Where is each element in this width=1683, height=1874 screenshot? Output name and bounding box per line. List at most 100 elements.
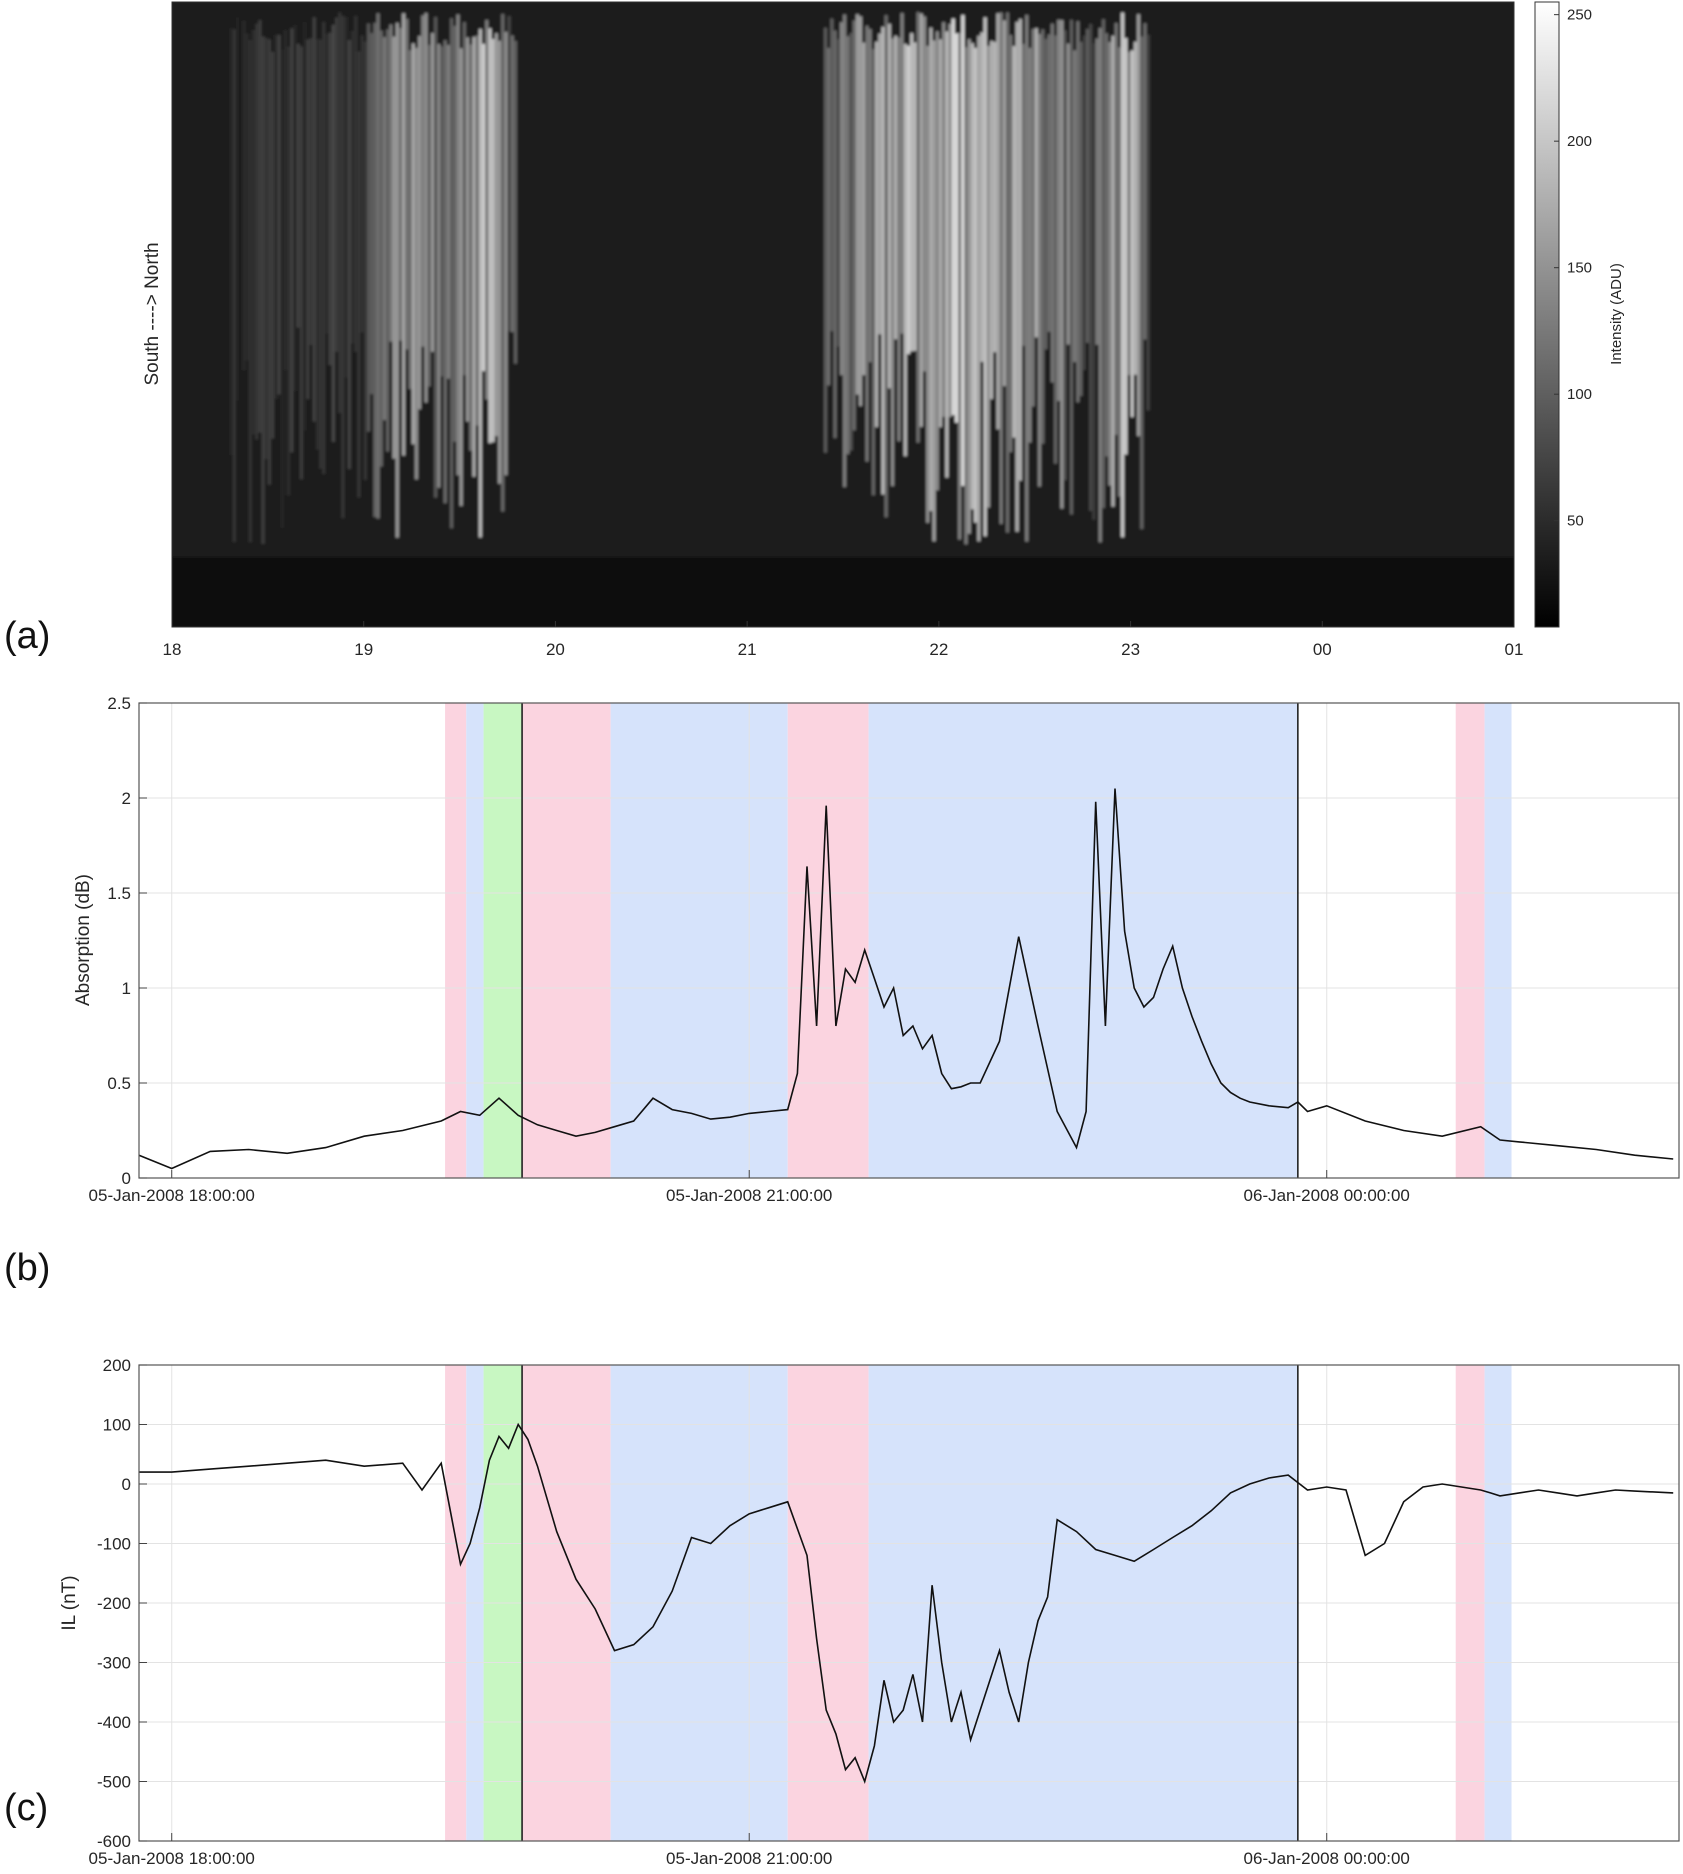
keogram-column	[187, 2, 192, 627]
keogram-column	[181, 2, 186, 627]
keogram-column	[568, 2, 573, 627]
keogram-column	[609, 2, 614, 627]
keogram-column	[552, 2, 557, 627]
panel-label-b: (b)	[4, 1247, 50, 1289]
keogram-aurora-column	[232, 29, 237, 542]
keogram-aurora-column	[497, 40, 502, 484]
keogram-column	[1165, 2, 1170, 627]
keogram-aurora-column	[389, 24, 394, 342]
keogram-aurora-column	[926, 45, 930, 523]
keogram-column	[1446, 2, 1451, 627]
keogram-column	[1309, 2, 1314, 627]
keogram-aurora-column	[315, 39, 320, 450]
keogram-aurora-column	[986, 45, 991, 508]
keogram-aurora-column	[1028, 47, 1033, 443]
keogram-column	[775, 2, 780, 627]
keogram-column	[213, 2, 218, 627]
keogram-column	[549, 2, 553, 627]
keogram-column	[1258, 2, 1263, 627]
keogram-column	[1296, 2, 1301, 627]
keogram-aurora-column	[347, 40, 352, 470]
keogram-column	[696, 2, 700, 627]
keogram-aurora-column	[370, 33, 374, 395]
keogram-aurora-column	[951, 18, 956, 416]
y-tick-label: -200	[97, 1594, 131, 1613]
shaded-interval-blue	[1484, 703, 1512, 1178]
keogram-aurora-column	[245, 33, 250, 361]
keogram-column	[1507, 2, 1512, 627]
keogram-column	[692, 2, 697, 627]
keogram-aurora-column	[344, 16, 349, 378]
keogram-aurora-column	[932, 40, 937, 542]
keogram-aurora-column	[267, 39, 272, 485]
keogram-column	[1360, 2, 1365, 627]
keogram-column	[1405, 2, 1410, 627]
keogram-x-tick-label: 22	[929, 640, 948, 659]
keogram-aurora-column	[242, 20, 247, 371]
keogram-column	[184, 2, 189, 627]
keogram-column	[606, 2, 611, 627]
keogram-column	[1226, 2, 1231, 627]
absorption-y-label: Absorption (dB)	[73, 874, 94, 1006]
keogram-aurora-column	[446, 44, 451, 379]
keogram-aurora-column	[1130, 50, 1135, 418]
keogram-aurora-column	[1105, 33, 1109, 457]
keogram-aurora-column	[1117, 47, 1122, 497]
keogram-aurora-column	[1012, 46, 1017, 438]
keogram-aurora-column	[382, 37, 387, 421]
keogram-column	[708, 2, 713, 627]
keogram-aurora-column	[264, 37, 269, 460]
keogram-column	[715, 2, 719, 627]
keogram-aurora-column	[964, 47, 969, 545]
keogram-column	[1335, 2, 1339, 627]
keogram-aurora-column	[1114, 22, 1119, 435]
keogram-aurora-column	[900, 13, 905, 334]
keogram-aurora-column	[961, 15, 966, 486]
keogram-column	[635, 2, 640, 627]
keogram-aurora-column	[229, 28, 234, 455]
keogram-aurora-column	[1146, 34, 1151, 411]
keogram-aurora-column	[1101, 19, 1106, 509]
keogram-aurora-column	[1095, 38, 1100, 345]
keogram-column	[517, 2, 521, 627]
keogram-frame	[171, 1, 1515, 628]
keogram-column	[1197, 2, 1202, 627]
keogram-aurora-column	[456, 14, 461, 476]
keogram-aurora-column	[1057, 19, 1061, 401]
keogram-column	[1210, 2, 1215, 627]
keogram-aurora-column	[424, 13, 429, 403]
keogram-column	[756, 2, 761, 627]
keogram-column	[587, 2, 592, 627]
y-tick-label: 200	[103, 1356, 131, 1375]
keogram-aurora-column	[1047, 34, 1052, 332]
keogram-column	[1331, 2, 1336, 627]
keogram-column	[577, 2, 582, 627]
keogram-column	[1408, 2, 1413, 627]
keogram-column	[619, 2, 624, 627]
keogram-column	[203, 2, 208, 627]
keogram-column	[533, 2, 537, 627]
keogram-column	[772, 2, 777, 627]
keogram-aurora-column	[1034, 28, 1039, 338]
keogram-column	[804, 2, 809, 627]
keogram-column	[1382, 2, 1387, 627]
y-tick-label: -400	[97, 1713, 131, 1732]
keogram-aurora-column	[379, 30, 384, 467]
keogram-column	[1223, 2, 1228, 627]
keogram-column	[1351, 2, 1355, 627]
keogram-aurora-column	[942, 22, 946, 417]
keogram-column	[226, 2, 231, 627]
y-tick-label: 1	[122, 979, 131, 998]
keogram-column	[1456, 2, 1461, 627]
keogram-column	[724, 2, 729, 627]
keogram-column	[210, 2, 215, 627]
keogram-aurora-column	[235, 17, 240, 401]
keogram-column	[1322, 2, 1327, 627]
keogram-column	[1418, 2, 1422, 627]
keogram-aurora-column	[322, 21, 326, 475]
keogram-aurora-column	[472, 36, 477, 477]
keogram-aurora-column	[1124, 38, 1128, 455]
keogram-column	[219, 2, 224, 627]
keogram-column	[529, 2, 534, 627]
y-tick-label: 2.5	[107, 694, 131, 713]
